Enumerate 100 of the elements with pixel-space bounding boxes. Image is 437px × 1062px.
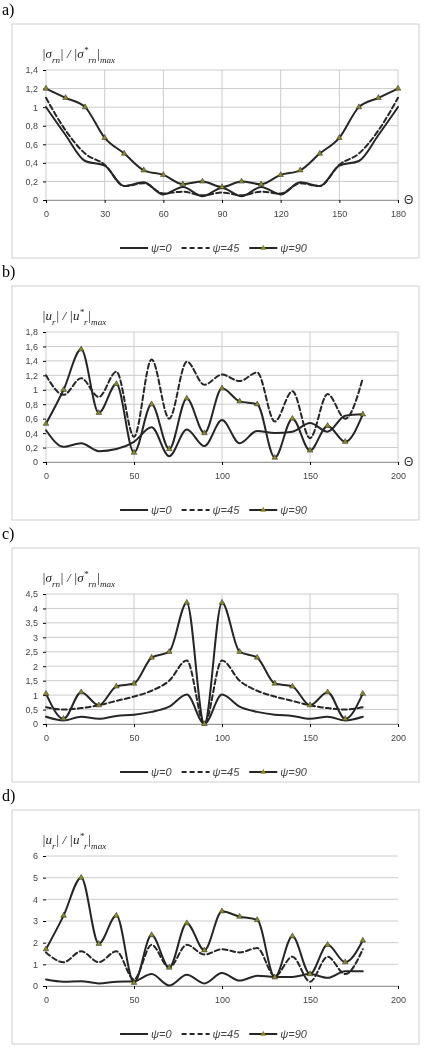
x-tick-label: 50 <box>129 995 140 1006</box>
chart-title: c) <box>2 525 15 543</box>
point <box>148 931 155 937</box>
legend-label: ψ=90 <box>280 1028 308 1040</box>
point <box>238 177 245 184</box>
point <box>336 134 343 140</box>
x-tick-label: 90 <box>217 209 228 220</box>
chart-title: a) <box>2 1 15 19</box>
x-tick-label: 100 <box>214 995 231 1006</box>
y-axis-title: |u$_{r}$| / |u$^{*}$$_{r}$|$_{max}$ <box>42 831 107 851</box>
legend-label: ψ=0 <box>151 504 173 516</box>
y-tick-label: 1,2 <box>25 83 38 94</box>
chart-title: b) <box>2 263 16 281</box>
point <box>306 446 314 453</box>
y-tick-label: 0,8 <box>25 121 38 132</box>
y-tick-label: 0,4 <box>25 158 38 169</box>
point <box>183 919 190 926</box>
legend-label: ψ=45 <box>212 766 241 778</box>
y-tick-label: 4 <box>32 603 38 614</box>
legend-label: ψ=45 <box>212 504 241 516</box>
point <box>342 438 349 444</box>
y-tick-label: 4,5 <box>25 589 38 600</box>
y-tick-label: 0,2 <box>25 442 38 453</box>
x-axis-title: Θ <box>404 455 414 469</box>
point <box>78 688 85 695</box>
legend-label: ψ=90 <box>280 242 308 254</box>
legend-label: ψ=90 <box>280 766 308 778</box>
point <box>394 85 402 91</box>
x-tick-label: 200 <box>390 995 407 1006</box>
point <box>113 682 120 689</box>
point <box>236 397 243 404</box>
y-tick-label: 2 <box>32 938 38 949</box>
point <box>218 183 226 189</box>
point <box>113 912 120 918</box>
point <box>183 394 190 401</box>
point <box>201 429 208 435</box>
x-tick-label: 120 <box>273 209 289 220</box>
y-tick-label: 0 <box>32 457 38 468</box>
y-tick-label: 5 <box>32 873 38 884</box>
legend-label: ψ=0 <box>151 242 173 254</box>
y-tick-label: 0,6 <box>25 414 38 425</box>
legend-label: ψ=90 <box>280 504 308 516</box>
y-tick-label: 1 <box>32 959 38 970</box>
x-tick-label: 180 <box>390 209 407 220</box>
y-tick-label: 1,8 <box>25 327 38 338</box>
x-tick-label: 50 <box>129 471 140 482</box>
point <box>324 941 331 947</box>
point <box>78 345 85 352</box>
point <box>324 422 331 428</box>
point <box>342 958 349 965</box>
legend-label: ψ=0 <box>151 766 173 778</box>
y-tick-label: 6 <box>32 851 38 862</box>
y-tick-label: 0 <box>32 981 38 992</box>
point <box>289 932 296 939</box>
point <box>166 445 173 451</box>
y-tick-label: 3 <box>32 632 38 643</box>
point <box>218 599 226 605</box>
point <box>271 454 278 460</box>
y-tick-label: 0,8 <box>25 399 38 410</box>
y-axis-title: |σ$_{rn}$| / |σ$^{*}$$_{rn}$|$_{max}$ <box>42 45 116 65</box>
x-tick-label: 150 <box>302 733 319 744</box>
point <box>375 94 382 100</box>
y-tick-label: 1,4 <box>25 65 38 76</box>
chart-title: d) <box>2 787 16 805</box>
point <box>254 916 261 922</box>
x-tick-label: 60 <box>158 209 169 220</box>
y-tick-label: 1,4 <box>25 356 38 367</box>
point <box>218 907 226 914</box>
point <box>355 103 362 110</box>
point <box>160 171 167 177</box>
point <box>254 400 261 407</box>
point <box>60 386 67 392</box>
y-tick-label: 3 <box>32 916 38 927</box>
y-tick-label: 2,5 <box>25 647 38 658</box>
y-tick-label: 2 <box>32 661 38 672</box>
x-tick-label: 100 <box>214 733 231 744</box>
point <box>130 680 138 686</box>
y-tick-label: 0,4 <box>25 428 38 439</box>
y-tick-label: 0 <box>32 719 38 730</box>
legend-label: ψ=45 <box>212 1028 241 1040</box>
y-tick-label: 1 <box>32 385 38 396</box>
x-tick-label: 150 <box>302 471 319 482</box>
point <box>113 380 120 386</box>
point <box>316 150 323 156</box>
y-tick-label: 0,5 <box>25 704 38 715</box>
point <box>42 945 50 952</box>
y-tick-label: 1,5 <box>25 676 38 687</box>
y-tick-label: 1,6 <box>25 341 38 352</box>
point <box>218 384 226 391</box>
x-tick-label: 0 <box>43 995 50 1006</box>
x-tick-label: 100 <box>214 471 231 482</box>
x-tick-label: 30 <box>100 209 111 220</box>
point <box>277 171 284 177</box>
point <box>236 913 243 919</box>
point <box>140 166 147 173</box>
y-tick-label: 0,6 <box>25 139 38 150</box>
x-tick-label: 50 <box>129 733 140 744</box>
point <box>236 648 243 654</box>
point <box>306 970 314 976</box>
x-tick-label: 150 <box>302 995 319 1006</box>
